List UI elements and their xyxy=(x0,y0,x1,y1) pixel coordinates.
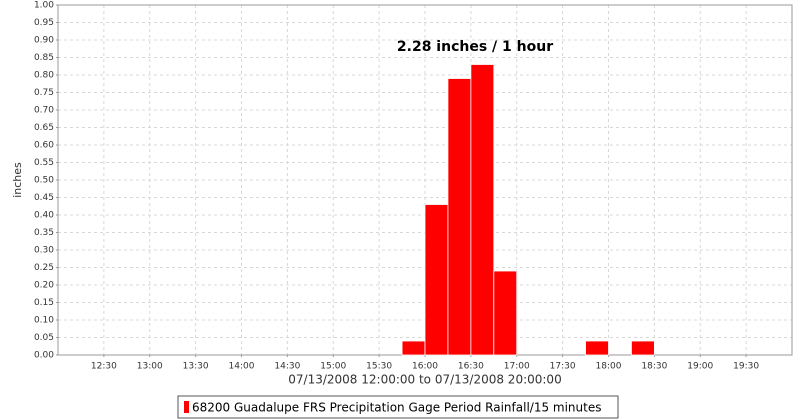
x-tick-label: 19:00 xyxy=(687,362,713,372)
x-tick-label: 19:30 xyxy=(733,362,759,372)
bar xyxy=(631,340,655,356)
y-tick-label: 0.60 xyxy=(34,141,54,151)
y-tick-label: 0.50 xyxy=(34,176,54,186)
y-tick-label: 0.90 xyxy=(34,36,54,46)
y-tick-label: 0.80 xyxy=(34,71,54,81)
y-tick-label: 0.15 xyxy=(34,298,54,308)
x-tick-label: 12:30 xyxy=(91,362,117,372)
y-tick-label: 0.05 xyxy=(34,333,54,343)
x-axis-label: 07/13/2008 12:00:00 to 07/13/2008 20:00:… xyxy=(288,373,561,387)
bar xyxy=(493,270,518,356)
y-tick-label: 0.85 xyxy=(34,53,54,63)
legend xyxy=(177,395,619,419)
y-tick-label: 0.70 xyxy=(34,106,54,116)
y-tick-label: 0.45 xyxy=(34,193,54,203)
y-axis-label: inches xyxy=(11,162,24,198)
x-tick-label: 14:30 xyxy=(274,362,300,372)
bar xyxy=(424,204,449,356)
y-tick-label: 0.20 xyxy=(34,281,54,291)
x-tick-label: 15:00 xyxy=(320,362,346,372)
y-tick-label: 0.75 xyxy=(34,88,54,98)
x-tick-label: 13:30 xyxy=(183,362,209,372)
x-tick-label: 18:30 xyxy=(641,362,667,372)
y-tick-label: 0.95 xyxy=(34,18,54,28)
x-tick-label: 16:00 xyxy=(412,362,438,372)
legend-swatch xyxy=(184,401,189,413)
y-tick-label: 0.65 xyxy=(34,123,54,133)
x-tick-label: 18:00 xyxy=(596,362,622,372)
annotation: 2.28 inches / 1 hour xyxy=(397,39,553,55)
x-tick-label: 15:30 xyxy=(366,362,392,372)
bar xyxy=(470,64,495,356)
bar xyxy=(401,340,426,356)
y-tick-label: 1.00 xyxy=(34,1,54,11)
x-tick-label: 16:30 xyxy=(458,362,484,372)
x-tick-label: 13:00 xyxy=(137,362,163,372)
x-tick-label: 17:00 xyxy=(504,362,530,372)
y-tick-label: 0.55 xyxy=(34,158,54,168)
y-tick-label: 0.10 xyxy=(34,316,54,326)
legend-label: 68200 Guadalupe FRS Precipitation Gage P… xyxy=(192,401,601,415)
y-tick-label: 0.40 xyxy=(34,211,54,221)
y-tick-label: 0.35 xyxy=(34,228,54,238)
y-tick-label: 0.25 xyxy=(34,263,54,273)
y-tick-label: 0.00 xyxy=(34,351,54,361)
bar xyxy=(447,78,472,356)
bar xyxy=(585,340,609,356)
x-tick-label: 14:00 xyxy=(229,362,255,372)
y-tick-label: 0.30 xyxy=(34,246,54,256)
x-tick-label: 17:30 xyxy=(550,362,576,372)
